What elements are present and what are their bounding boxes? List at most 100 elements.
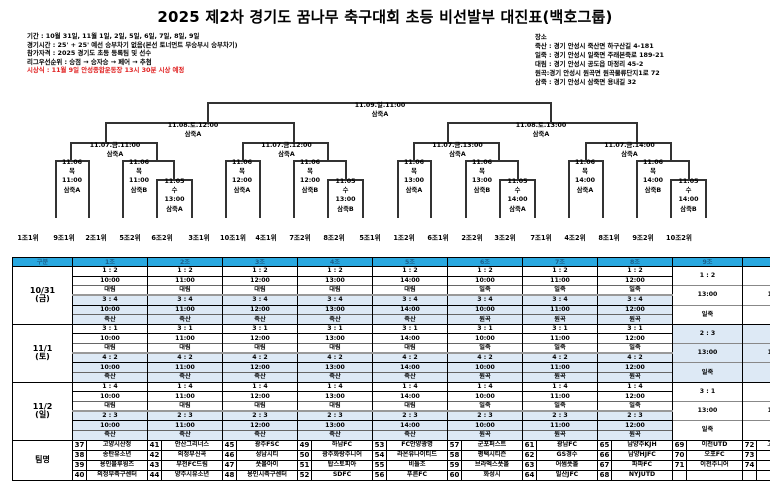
match-cell: 일죽 [522, 343, 598, 354]
bracket-label-line: 삼죽A [576, 186, 594, 194]
team-number: 52 [298, 471, 312, 481]
team-name: 어썸풋볼 [555, 460, 579, 468]
team-number [673, 471, 687, 481]
team-cell: 57 군포퍼스트 [447, 439, 523, 451]
round16-match-8-label: 11.06 목 14:00 삼죽B [643, 158, 663, 195]
team-number: 48 [223, 471, 237, 481]
team-name: 파파FC [631, 460, 653, 468]
team-name: 탑스토피아 [327, 460, 357, 468]
match-cell: 10:00 [72, 420, 148, 431]
team-cell: 58 평택시티즌 [447, 449, 523, 461]
bracket-line [259, 160, 261, 218]
bracket-seed: 9조1위 [53, 234, 75, 242]
match-cell: 1 : 4 [372, 381, 448, 392]
bracket-seed: 6조2위 [151, 234, 173, 242]
round16-match-5-label: 11.06 목 13:00 삼죽A [404, 158, 424, 195]
match-cell: 10:00 [72, 391, 148, 402]
team-name: 푸른FC [406, 471, 428, 479]
match-cell: 2 : 3 [72, 410, 148, 421]
day-weekday: (일) [35, 410, 50, 420]
match-cell: 대림 [147, 343, 223, 354]
bracket-label-line: 삼죽B [337, 205, 354, 213]
team-name: 광남FC [556, 440, 578, 448]
venue-juksan: 죽산 : 경기 안성시 죽산면 하구산길 4-181 [535, 41, 654, 50]
match-cell: 일죽 [447, 400, 523, 412]
match-cell: 1 : 4 [147, 381, 223, 392]
bracket-label-line: 삼죽A [532, 131, 550, 139]
match-cell: 4 : 2 [597, 352, 673, 363]
bracket-line [173, 160, 175, 179]
match-cell: 1 : 4 [597, 381, 673, 392]
team-name: 광주화랑주니어 [322, 450, 362, 458]
match-cell: 1 : 4 [72, 381, 148, 392]
team-cell: 61 광남FC [522, 439, 598, 451]
match-cell: 3 : 1 [222, 323, 298, 334]
schedule-row: 10:00 11:00 12:00 13:00 14:00 10:00 11:00 12:00 [13, 275, 770, 286]
team-name: 남양주KJH [627, 440, 657, 448]
bracket-label-line: 11:00 [128, 177, 150, 185]
bracket-label-line: 삼죽A [166, 205, 183, 213]
match-cell: 13:00 [297, 420, 373, 431]
match-cell: 2 : 3 [522, 410, 598, 421]
match-cell: 3 : 1 [372, 323, 448, 334]
match-cell: 12:00 [597, 391, 673, 402]
quarter-match-1-label: 11.07.금.11:00 삼죽A [90, 141, 141, 159]
match-cell: 3 : 4 [522, 294, 598, 306]
team-number: 64 [523, 471, 537, 481]
header-group-8: 8조 [597, 257, 673, 267]
bracket-line [156, 179, 158, 218]
match-cell: 죽산 [72, 372, 148, 383]
bracket-line [105, 122, 294, 124]
match-cell: 2 : 3 [372, 410, 448, 421]
bracket-line [688, 160, 690, 179]
team-number: 47 [223, 460, 237, 471]
bracket-seed: 3조1위 [188, 234, 210, 242]
info-eligibility: 참가자격 : 2025 경기도 초등 등록팀 및 선수 [27, 49, 152, 58]
team-name: 김신욱FC [757, 461, 770, 470]
team-name: 오포FC [704, 450, 725, 458]
match-cell: 11:00 [147, 333, 223, 344]
bracket-line [413, 142, 498, 144]
team-cell: 72고양무원풋볼 [742, 439, 770, 451]
team-name: FC안양광명 [401, 440, 433, 448]
team-name [687, 471, 742, 480]
bracket-label-line: 11.06 [575, 159, 595, 166]
match-cell: 10:00 [72, 304, 148, 315]
header-category: 구분 [12, 257, 73, 267]
match-cell: 1 : 2 [597, 266, 673, 277]
team-cell: 50 광주화랑주니어 [297, 449, 373, 461]
match-cell: 죽산 [72, 429, 148, 441]
bracket-line [88, 160, 90, 218]
match-cell: 일죽 [447, 343, 523, 354]
schedule-row: 10:00 11:00 12:00 13:00 14:00 10:00 11:00 12:00… [13, 420, 770, 441]
round16-match-2-label: 11.06 목 11:00 삼죽B [129, 158, 149, 195]
bracket-seed: 2조1위 [85, 234, 107, 242]
quarter-match-3-label: 11.07.금.13:00 삼죽A [432, 141, 483, 159]
match-cell: 1 : 2 [222, 266, 298, 277]
bracket-label-line: 13:00 [471, 177, 493, 185]
team-number: 46 [223, 450, 237, 460]
team-number: 38 [73, 450, 87, 460]
day-cell: 11/1 (토) [12, 323, 73, 383]
group-10-match-cell: 13:00 [742, 285, 770, 306]
match-cell: 12:00 [222, 304, 298, 315]
team-cell [742, 470, 770, 482]
bracket-label-line: 14:00 [574, 177, 596, 185]
round16-match-6-label: 11.06 목 13:00 삼죽B [472, 158, 492, 195]
bracket-seed: 1조2위 [393, 234, 415, 242]
round16-match-7-label: 11.06 목 14:00 삼죽A [575, 158, 595, 195]
bracket-line [430, 160, 432, 218]
bracket-label-line: 목 [239, 168, 245, 176]
team-cell: 52 SDFC [297, 470, 373, 482]
match-cell: 11:00 [522, 275, 598, 286]
match-cell: 11:00 [522, 333, 598, 344]
team-number: 59 [448, 460, 462, 471]
team-number: 67 [598, 460, 612, 471]
bracket-label-line: 11.06 [472, 159, 492, 166]
bracket-label-line: 11:00 [61, 177, 83, 185]
match-cell: 죽산 [297, 429, 373, 441]
team-cell: 42 의정부신곡 [147, 449, 223, 461]
round16-match-1-label: 11.06 목 11:00 삼죽A [62, 158, 82, 195]
